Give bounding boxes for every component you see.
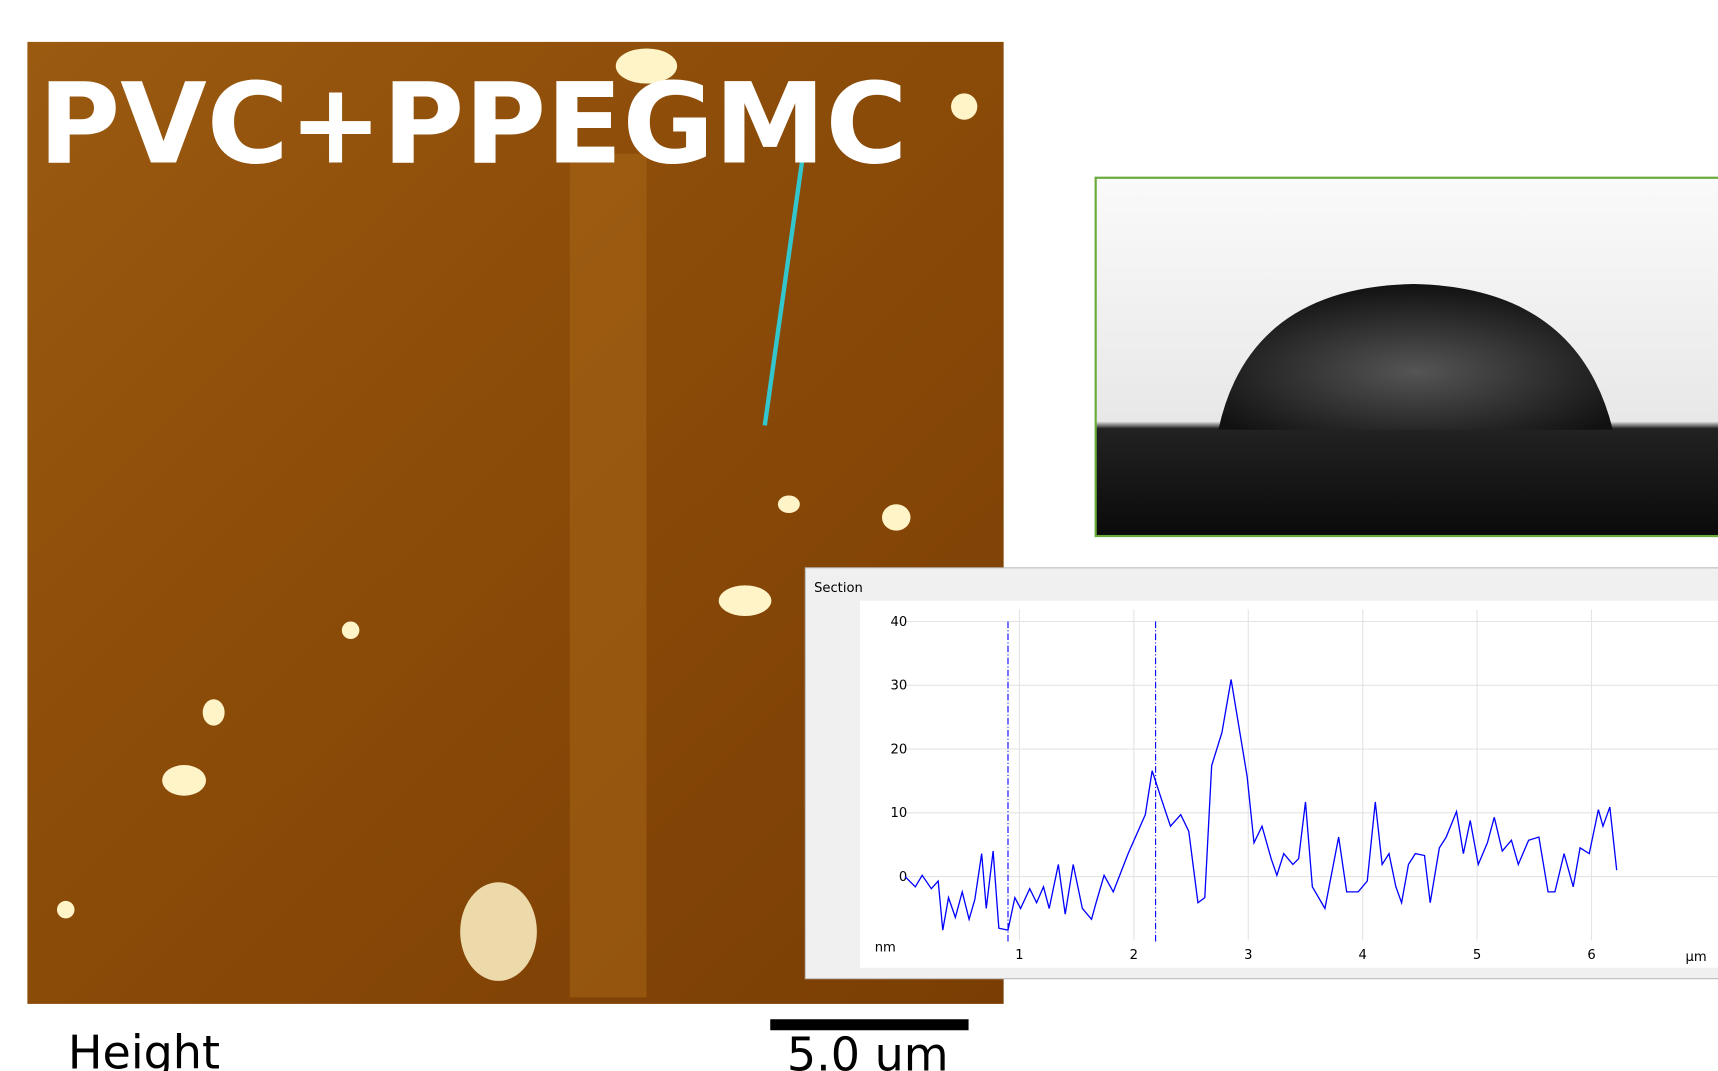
x-tick-label: 1 <box>1015 948 1023 963</box>
afm-label: Height <box>68 1026 220 1071</box>
y-tick-label: 40 <box>891 615 908 630</box>
y-tick-label: 30 <box>891 679 908 694</box>
x-tick-label: 2 <box>1130 948 1138 963</box>
y-tick-label: 20 <box>891 742 908 757</box>
title: PVC+PPEGMC <box>38 59 907 189</box>
plot-area <box>860 601 1718 968</box>
x-tick-label: 3 <box>1244 948 1252 963</box>
y-axis-label: nm <box>875 940 896 955</box>
scale-bar-label: 5.0 um <box>787 1028 949 1071</box>
x-axis-label: µm <box>1686 950 1707 965</box>
x-tick-label: 5 <box>1473 948 1481 963</box>
x-tick-label: 4 <box>1359 948 1367 963</box>
y-tick-label: 10 <box>891 806 908 821</box>
section-title: Section <box>814 581 863 596</box>
x-tick-label: 6 <box>1587 948 1595 963</box>
figure: PVC+PPEGMC Height 5.0 um Section 0102030… <box>0 0 1718 1071</box>
